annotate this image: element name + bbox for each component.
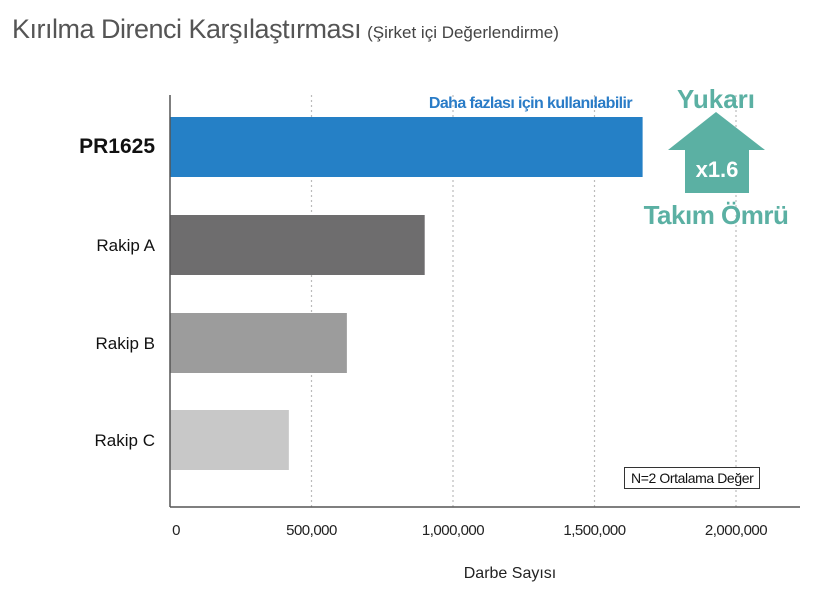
x-tick-label: 500,000 <box>286 522 337 539</box>
bar-rakip-b <box>170 313 347 373</box>
bar-rakip-c <box>170 410 289 470</box>
x-tick-label: 0 <box>172 522 180 539</box>
arrow-multiplier: x1.6 <box>696 157 739 182</box>
title-text: Kırılma Direnci Karşılaştırması <box>12 14 362 44</box>
x-tick-label: 2,000,000 <box>705 522 767 539</box>
category-label: Rakip B <box>95 334 155 353</box>
up-arrow-icon <box>668 112 765 193</box>
bar-pr1625 <box>170 117 643 177</box>
x-tick-label: 1,500,000 <box>563 522 625 539</box>
arrow-label-bottom: Takım Ömrü <box>644 200 789 230</box>
x-tick-label: 1,000,000 <box>422 522 484 539</box>
category-label: Rakip C <box>95 431 155 450</box>
category-label: Rakip A <box>96 236 155 255</box>
arrow-label-top: Yukarı <box>677 84 755 114</box>
bar-annotation: Daha fazlası için kullanılabilir <box>429 95 632 112</box>
category-label: PR1625 <box>79 135 155 158</box>
chart-title: Kırılma Direnci Karşılaştırması (Şirket i… <box>12 14 559 45</box>
chart-subtitle: (Şirket içi Değerlendirme) <box>367 23 559 42</box>
x-axis-label: Darbe Sayısı <box>464 565 556 582</box>
sample-note: N=2 Ortalama Değer <box>624 467 761 489</box>
bar-rakip-a <box>170 215 425 275</box>
